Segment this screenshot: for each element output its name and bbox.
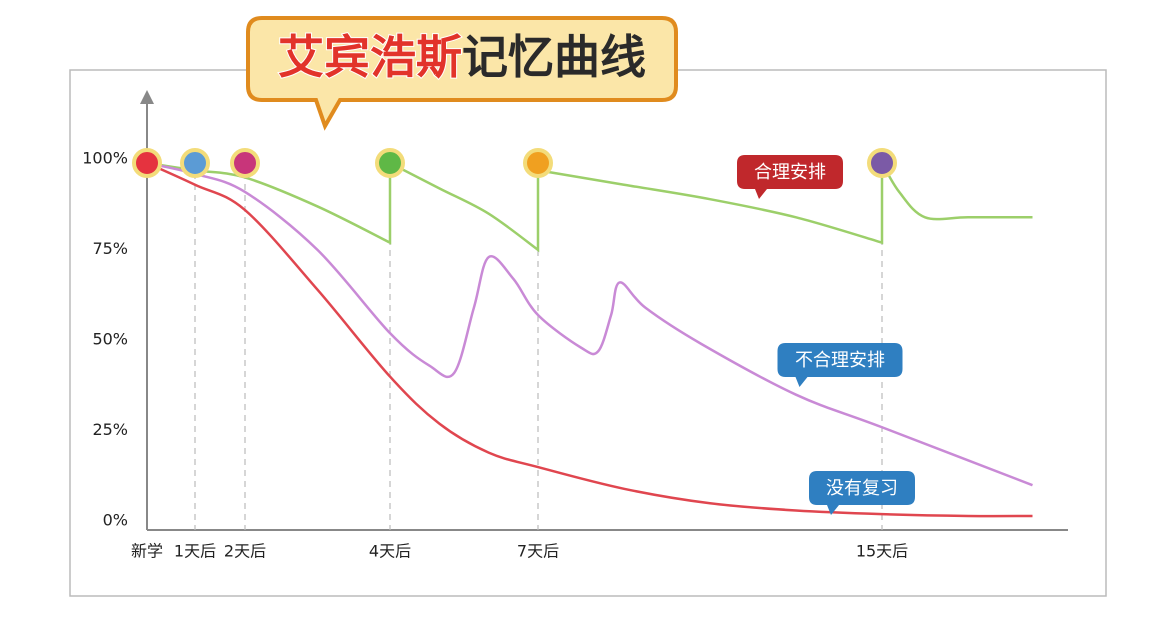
chart-title: 艾宾浩斯记忆曲线 [278,30,646,84]
x-tick-label: 新学 [131,542,163,561]
series-label-text: 合理安排 [754,162,826,183]
y-tick-label: 50% [92,330,128,349]
series-label: 没有复习 [809,471,915,515]
title-box [246,16,678,131]
y-tick-label: 0% [103,511,128,530]
plot: 0% 25% 50% 75% 100% 新学 1天后 2天后 4天后 7天后 15天后 合理安排不合理… [82,148,1033,561]
series-label-text: 没有复习 [826,478,898,499]
x-tick-label: 4天后 [369,542,411,561]
series-line [146,161,1033,518]
x-tick-label: 2天后 [224,542,266,561]
title-part: 艾宾浩斯 [278,30,462,84]
series-label: 合理安排 [737,155,843,199]
y-tick-label: 75% [92,239,128,258]
title-bubble: 艾宾浩斯记忆曲线 [246,16,678,131]
review-point [375,148,405,178]
series-label: 不合理安排 [777,343,903,387]
series-line [146,158,1033,253]
x-tick-label: 7天后 [517,542,559,561]
review-point [180,148,210,178]
review-point [230,148,260,178]
review-point [523,148,553,178]
x-tick-label: 1天后 [174,542,216,561]
review-point [132,148,162,178]
series-label-box [809,471,915,515]
y-tick-label: 100% [82,149,128,168]
series-label-box [777,343,903,387]
series-label-text: 不合理安排 [795,350,885,371]
title-part: 记忆曲线 [462,30,646,84]
review-point [867,148,897,178]
frame [69,69,1107,597]
y-tick-label: 25% [92,420,128,439]
series-label-box [737,155,843,199]
x-tick-label: 15天后 [856,542,908,561]
series-line [146,161,1033,487]
y-axis-arrow [140,90,154,104]
